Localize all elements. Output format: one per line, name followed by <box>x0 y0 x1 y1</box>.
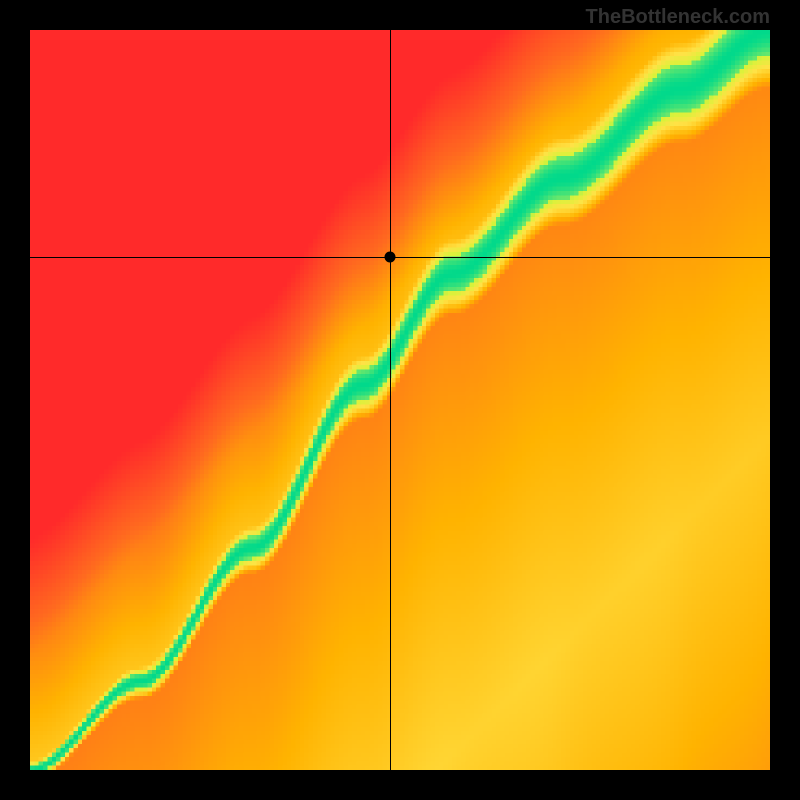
marker-dot <box>385 252 396 263</box>
crosshair-vertical <box>390 30 391 770</box>
crosshair-horizontal <box>30 257 770 258</box>
heatmap-canvas <box>30 30 770 770</box>
heatmap-plot <box>30 30 770 770</box>
watermark-text: TheBottleneck.com <box>586 6 770 29</box>
